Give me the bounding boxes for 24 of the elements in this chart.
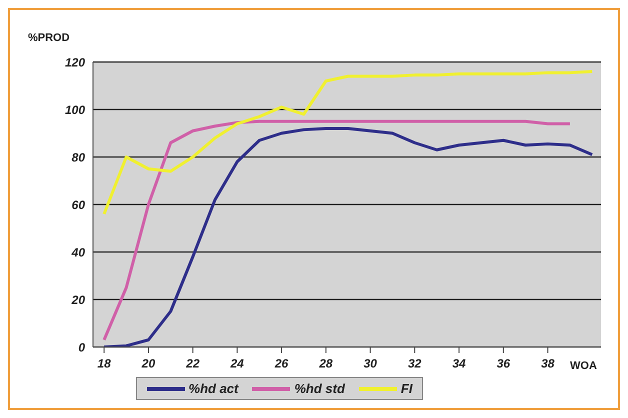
y-tick-label: 120 [64,55,86,70]
x-tick-label: 32 [408,356,422,371]
x-tick-label: 38 [541,356,555,371]
x-tick-label: 34 [452,356,466,371]
x-tick-label: 28 [318,356,333,371]
y-tick-label: 60 [72,198,86,212]
x-tick-label: 26 [274,356,289,371]
legend-label: %hd std [293,381,345,396]
y-tick-label: 20 [70,292,86,307]
x-tick-label: 36 [496,356,510,371]
y-tick-label: 0 [78,340,86,354]
y-tick-label: 80 [72,150,86,164]
x-tick-label: 18 [97,356,112,371]
x-axis-title: WOA [570,360,597,372]
y-tick-label: 100 [64,102,86,117]
x-tick-label: 20 [140,356,156,371]
x-tick-label: 30 [364,356,378,371]
line-series [102,70,594,216]
y-tick-label: 40 [70,245,86,260]
x-tick-label: 24 [230,356,244,371]
legend-label: %hd act [188,381,238,396]
x-tick-label: 22 [185,356,200,371]
legend-label: FI [400,381,412,396]
y-axis-title: %PROD [28,32,70,44]
